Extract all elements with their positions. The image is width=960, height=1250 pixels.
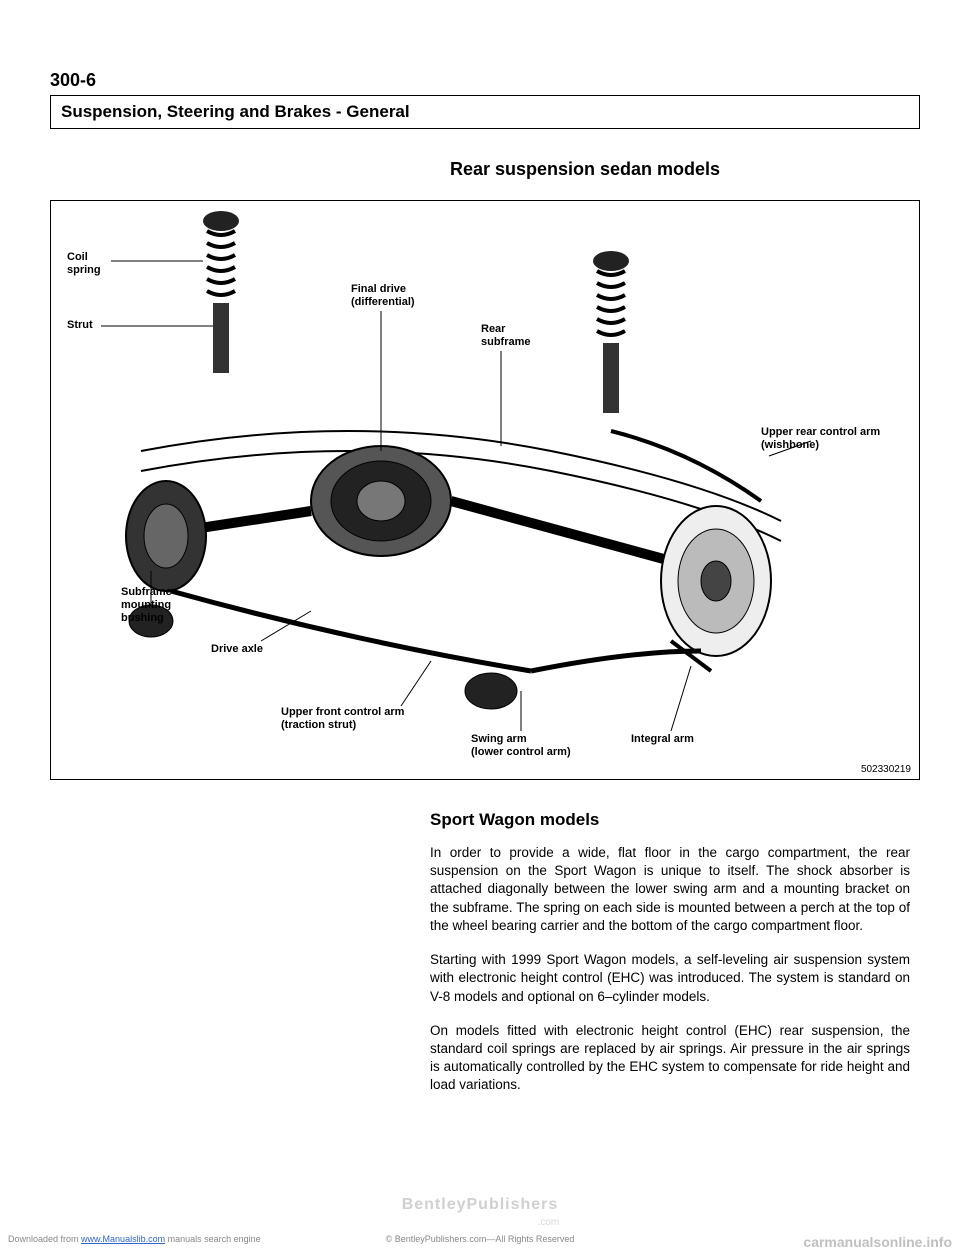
title-bar: Suspension, Steering and Brakes - Genera… [50,95,920,129]
label-coil-spring: Coil spring [67,251,101,277]
label-swing-arm: Swing arm (lower control arm) [471,733,571,759]
section-title: Rear suspension sedan models [50,159,920,180]
footer-right: carmanualsonline.info [803,1234,952,1250]
watermark-sub: .com [538,1217,560,1228]
diagram-svg [51,201,920,780]
label-integral-arm: Integral arm [631,733,694,746]
label-upper-front-control-arm: Upper front control arm (traction strut) [281,706,404,732]
paragraph-2: Starting with 1999 Sport Wagon models, a… [430,951,910,1006]
label-final-drive: Final drive (differential) [351,283,415,309]
label-strut: Strut [67,319,93,332]
footer-center: © BentleyPublishers.com—All Rights Reser… [386,1234,575,1244]
footer-left-pre: Downloaded from [8,1234,81,1244]
footer-left: Downloaded from www.Manualslib.com manua… [8,1234,261,1244]
label-rear-subframe: Rear subframe [481,323,531,349]
sub-heading: Sport Wagon models [430,810,910,830]
watermark: BentleyPublishers [402,1196,559,1214]
label-drive-axle: Drive axle [211,643,263,656]
label-upper-rear-control-arm: Upper rear control arm (wishbone) [761,426,880,452]
paragraph-3: On models fitted with electronic height … [430,1022,910,1095]
footer-left-link[interactable]: www.Manualslib.com [81,1234,165,1244]
body-content: Sport Wagon models In order to provide a… [430,810,910,1095]
paragraph-1: In order to provide a wide, flat floor i… [430,844,910,935]
footer-left-post: manuals search engine [165,1234,261,1244]
label-subframe-mounting-bushing: Subframe mounting bushing [121,586,172,626]
figure-number: 502330219 [861,764,911,775]
page-number: 300-6 [50,70,920,91]
suspension-diagram: Coil spring Strut Final drive (different… [50,200,920,780]
